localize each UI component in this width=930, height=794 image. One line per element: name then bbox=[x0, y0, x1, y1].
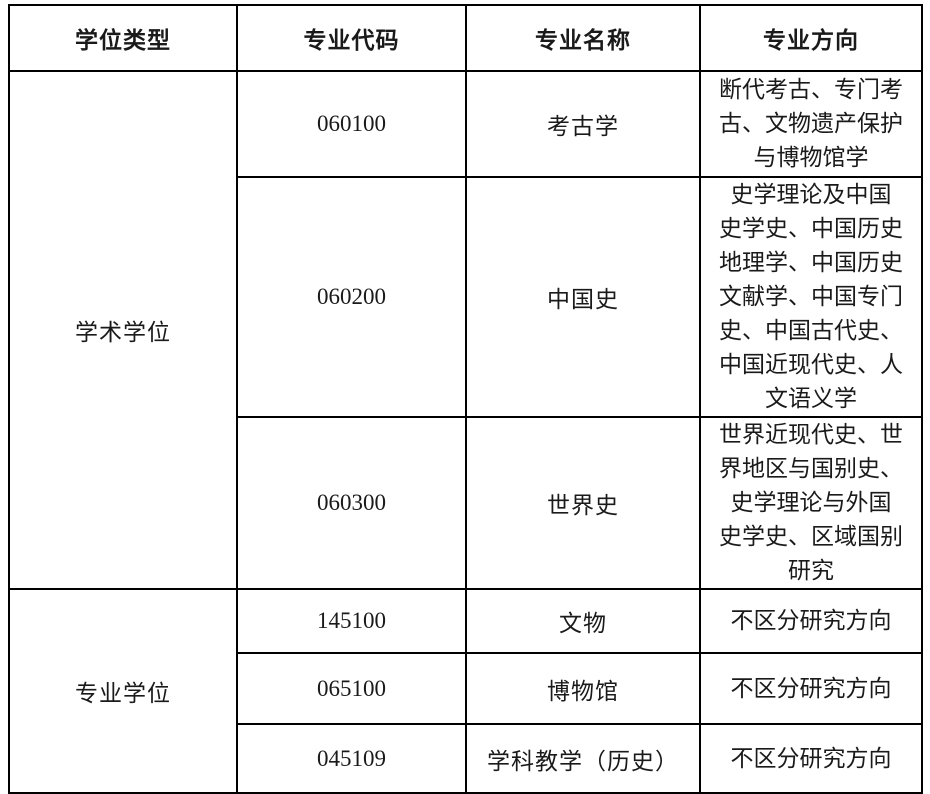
major-name-cell: 学科教学（历史） bbox=[465, 723, 701, 794]
degree-type-cell-academic: 学术学位 bbox=[8, 70, 238, 590]
major-code-cell: 060100 bbox=[236, 70, 467, 178]
major-direction-cell: 不区分研究方向 bbox=[699, 652, 923, 725]
degree-type-cell-professional: 专业学位 bbox=[8, 588, 238, 794]
major-code-cell: 065100 bbox=[236, 652, 467, 725]
table-header-row: 学位类型 专业代码 专业名称 专业方向 bbox=[8, 4, 923, 72]
degree-program-table: 学位类型 专业代码 专业名称 专业方向 学术学位 060100 考古学 断代考古… bbox=[8, 4, 923, 794]
col-header-major-code: 专业代码 bbox=[236, 4, 467, 72]
major-direction-cell: 断代考古、专门考 古、文物遗产保护 与博物馆学 bbox=[699, 70, 923, 178]
table-row: 065100 博物馆 不区分研究方向 bbox=[9, 652, 923, 725]
major-code-cell: 145100 bbox=[236, 588, 467, 654]
table-row: 060300 世界史 世界近现代史、世 界地区与国别史、 史学理论与外国 史学史… bbox=[9, 416, 923, 590]
major-code-cell: 060200 bbox=[236, 176, 467, 418]
major-direction-cell: 史学理论及中国 史学史、中国历史 地理学、中国历史 文献学、中国专门 史、中国古… bbox=[699, 176, 923, 418]
major-direction-cell: 不区分研究方向 bbox=[699, 588, 923, 654]
major-direction-cell: 世界近现代史、世 界地区与国别史、 史学理论与外国 史学史、区域国别 研究 bbox=[699, 416, 923, 590]
major-name-cell: 中国史 bbox=[465, 176, 701, 418]
col-header-major-name: 专业名称 bbox=[465, 4, 701, 72]
table-row: 045109 学科教学（历史） 不区分研究方向 bbox=[9, 723, 923, 794]
major-name-cell: 文物 bbox=[465, 588, 701, 654]
major-name-cell: 博物馆 bbox=[465, 652, 701, 725]
major-name-cell: 考古学 bbox=[465, 70, 701, 178]
table-row: 060200 中国史 史学理论及中国 史学史、中国历史 地理学、中国历史 文献学… bbox=[9, 176, 923, 418]
major-direction-cell: 不区分研究方向 bbox=[699, 723, 923, 794]
table-row: 专业学位 145100 文物 不区分研究方向 bbox=[8, 588, 923, 794]
col-header-major-direction: 专业方向 bbox=[699, 4, 923, 72]
major-code-cell: 045109 bbox=[236, 723, 467, 794]
major-name-cell: 世界史 bbox=[465, 416, 701, 590]
col-header-degree-type: 学位类型 bbox=[8, 4, 238, 72]
table-row: 学术学位 060100 考古学 断代考古、专门考 古、文物遗产保护 与博物馆学 bbox=[8, 70, 923, 590]
major-code-cell: 060300 bbox=[236, 416, 467, 590]
